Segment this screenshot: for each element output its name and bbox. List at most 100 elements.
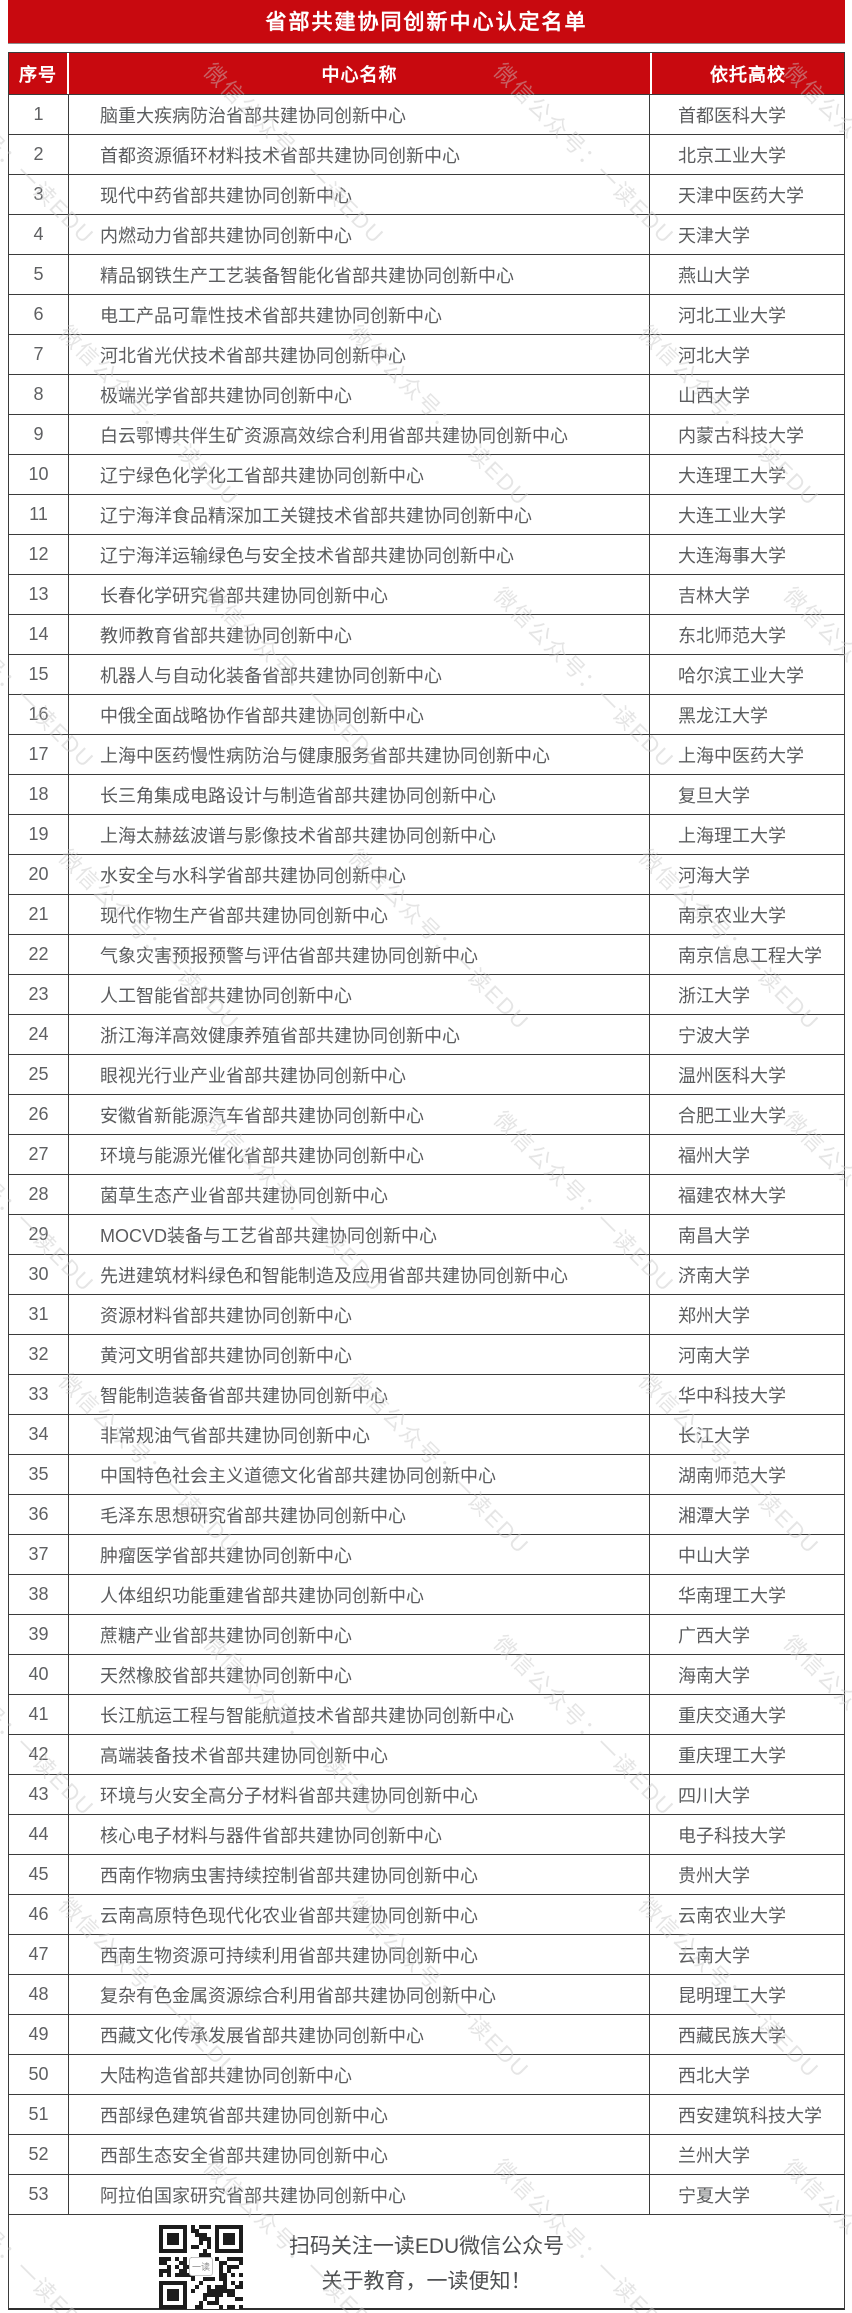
row-number: 21 — [9, 895, 69, 934]
table-row: 2 首都资源循环材料技术省部共建协同创新中心 北京工业大学 — [9, 134, 844, 174]
center-name: 气象灾害预报预警与评估省部共建协同创新中心 — [69, 935, 650, 974]
footer: 一读 扫码关注一读EDU微信公众号 关于教育，一读便知！ — [8, 2215, 845, 2310]
center-name: MOCVD装备与工艺省部共建协同创新中心 — [69, 1215, 650, 1254]
row-number: 18 — [9, 775, 69, 814]
center-name: 现代作物生产省部共建协同创新中心 — [69, 895, 650, 934]
table-row: 38 人体组织功能重建省部共建协同创新中心 华南理工大学 — [9, 1574, 844, 1614]
table-row: 25 眼视光行业产业省部共建协同创新中心 温州医科大学 — [9, 1054, 844, 1094]
center-name: 核心电子材料与器件省部共建协同创新中心 — [69, 1815, 650, 1854]
center-name: 西南作物病虫害持续控制省部共建协同创新中心 — [69, 1855, 650, 1894]
row-number: 33 — [9, 1375, 69, 1414]
table-row: 39 蔗糖产业省部共建协同创新中心 广西大学 — [9, 1614, 844, 1654]
center-name: 安徽省新能源汽车省部共建协同创新中心 — [69, 1095, 650, 1134]
center-name: 环境与火安全高分子材料省部共建协同创新中心 — [69, 1775, 650, 1814]
university-name: 福州大学 — [678, 1145, 750, 1166]
row-number: 37 — [9, 1535, 69, 1574]
table-row: 40 天然橡胶省部共建协同创新中心 海南大学 — [9, 1654, 844, 1694]
university-name: 兰州大学 — [678, 2145, 750, 2166]
center-name: 云南高原特色现代化农业省部共建协同创新中心 — [69, 1895, 650, 1934]
university-name: 天津大学 — [678, 225, 750, 246]
university-name: 济南大学 — [678, 1265, 750, 1286]
footer-line1: 扫码关注一读EDU微信公众号 — [288, 2235, 565, 2258]
row-number: 46 — [9, 1895, 69, 1934]
table-row: 46 云南高原特色现代化农业省部共建协同创新中心 云南农业大学 — [9, 1894, 844, 1934]
row-number: 3 — [9, 175, 69, 214]
center-name: 人体组织功能重建省部共建协同创新中心 — [69, 1575, 650, 1614]
university-name: 电子科技大学 — [678, 1825, 786, 1846]
university-name: 南京信息工程大学 — [678, 945, 822, 966]
center-name: 中俄全面战略协作省部共建协同创新中心 — [69, 695, 650, 734]
university-name: 贵州大学 — [678, 1865, 750, 1886]
university-name: 燕山大学 — [678, 265, 750, 286]
center-name: 毛泽东思想研究省部共建协同创新中心 — [69, 1495, 650, 1534]
center-name: 眼视光行业产业省部共建协同创新中心 — [69, 1055, 650, 1094]
row-number: 20 — [9, 855, 69, 894]
university-name: 大连理工大学 — [678, 465, 786, 486]
row-number: 5 — [9, 255, 69, 294]
table-row: 3 现代中药省部共建协同创新中心 天津中医药大学 — [9, 174, 844, 214]
row-number: 43 — [9, 1775, 69, 1814]
column-header-university: 依托高校 — [652, 53, 844, 94]
center-name: 白云鄂博共伴生矿资源高效综合利用省部共建协同创新中心 — [69, 415, 650, 454]
table-row: 8 极端光学省部共建协同创新中心 山西大学 — [9, 374, 844, 414]
center-name: 内燃动力省部共建协同创新中心 — [69, 215, 650, 254]
row-number: 42 — [9, 1735, 69, 1774]
center-name: 教师教育省部共建协同创新中心 — [69, 615, 650, 654]
university-name: 西北大学 — [678, 2065, 750, 2086]
table-row: 29 MOCVD装备与工艺省部共建协同创新中心 南昌大学 — [9, 1214, 844, 1254]
center-name: 极端光学省部共建协同创新中心 — [69, 375, 650, 414]
university-name: 河海大学 — [678, 865, 750, 886]
page-title: 省部共建协同创新中心认定名单 — [8, 0, 845, 44]
qr-logo: 一读 — [189, 2257, 213, 2276]
center-name: 机器人与自动化装备省部共建协同创新中心 — [69, 655, 650, 694]
university-name: 华中科技大学 — [678, 1385, 786, 1406]
university-name: 西藏民族大学 — [678, 2025, 786, 2046]
university-name: 重庆交通大学 — [678, 1705, 786, 1726]
center-name: 西部绿色建筑省部共建协同创新中心 — [69, 2095, 650, 2134]
university-name: 上海理工大学 — [678, 825, 786, 846]
center-name: 黄河文明省部共建协同创新中心 — [69, 1335, 650, 1374]
table-row: 33 智能制造装备省部共建协同创新中心 华中科技大学 — [9, 1374, 844, 1414]
university-name: 中山大学 — [678, 1545, 750, 1566]
center-name: 长江航运工程与智能航道技术省部共建协同创新中心 — [69, 1695, 650, 1734]
university-name: 南京农业大学 — [678, 905, 786, 926]
university-name: 东北师范大学 — [678, 625, 786, 646]
table-header: 序号 中心名称 依托高校 — [8, 52, 845, 94]
table-row: 14 教师教育省部共建协同创新中心 东北师范大学 — [9, 614, 844, 654]
table-row: 16 中俄全面战略协作省部共建协同创新中心 黑龙江大学 — [9, 694, 844, 734]
table-row: 47 西南生物资源可持续利用省部共建协同创新中心 云南大学 — [9, 1934, 844, 1974]
table-row: 11 辽宁海洋食品精深加工关键技术省部共建协同创新中心 大连工业大学 — [9, 494, 844, 534]
table-row: 50 大陆构造省部共建协同创新中心 西北大学 — [9, 2054, 844, 2094]
center-name: 中国特色社会主义道德文化省部共建协同创新中心 — [69, 1455, 650, 1494]
table-row: 34 非常规油气省部共建协同创新中心 长江大学 — [9, 1414, 844, 1454]
table-row: 24 浙江海洋高效健康养殖省部共建协同创新中心 宁波大学 — [9, 1014, 844, 1054]
table-row: 1 脑重大疾病防治省部共建协同创新中心 首都医科大学 — [9, 94, 844, 134]
row-number: 17 — [9, 735, 69, 774]
center-name: 高端装备技术省部共建协同创新中心 — [69, 1735, 650, 1774]
row-number: 29 — [9, 1215, 69, 1254]
row-number: 14 — [9, 615, 69, 654]
center-name: 长三角集成电路设计与制造省部共建协同创新中心 — [69, 775, 650, 814]
row-number: 38 — [9, 1575, 69, 1614]
university-name: 郑州大学 — [678, 1305, 750, 1326]
row-number: 50 — [9, 2055, 69, 2094]
university-name: 福建农林大学 — [678, 1185, 786, 1206]
row-number: 2 — [9, 135, 69, 174]
table-row: 44 核心电子材料与器件省部共建协同创新中心 电子科技大学 — [9, 1814, 844, 1854]
center-name: 大陆构造省部共建协同创新中心 — [69, 2055, 650, 2094]
university-name: 北京工业大学 — [678, 145, 786, 166]
university-name: 广西大学 — [678, 1625, 750, 1646]
row-number: 22 — [9, 935, 69, 974]
row-number: 35 — [9, 1455, 69, 1494]
table-body: 1 脑重大疾病防治省部共建协同创新中心 首都医科大学 2 首都资源循环材料技术省部共建协… — [8, 94, 845, 2215]
center-name: 上海太赫兹波谱与影像技术省部共建协同创新中心 — [69, 815, 650, 854]
university-name: 四川大学 — [678, 1785, 750, 1806]
center-name: 西南生物资源可持续利用省部共建协同创新中心 — [69, 1935, 650, 1974]
center-name: 电工产品可靠性技术省部共建协同创新中心 — [69, 295, 650, 334]
university-name: 南昌大学 — [678, 1225, 750, 1246]
row-number: 44 — [9, 1815, 69, 1854]
center-name: 辽宁海洋食品精深加工关键技术省部共建协同创新中心 — [69, 495, 650, 534]
row-number: 51 — [9, 2095, 69, 2134]
table-row: 22 气象灾害预报预警与评估省部共建协同创新中心 南京信息工程大学 — [9, 934, 844, 974]
university-name: 云南大学 — [678, 1945, 750, 1966]
